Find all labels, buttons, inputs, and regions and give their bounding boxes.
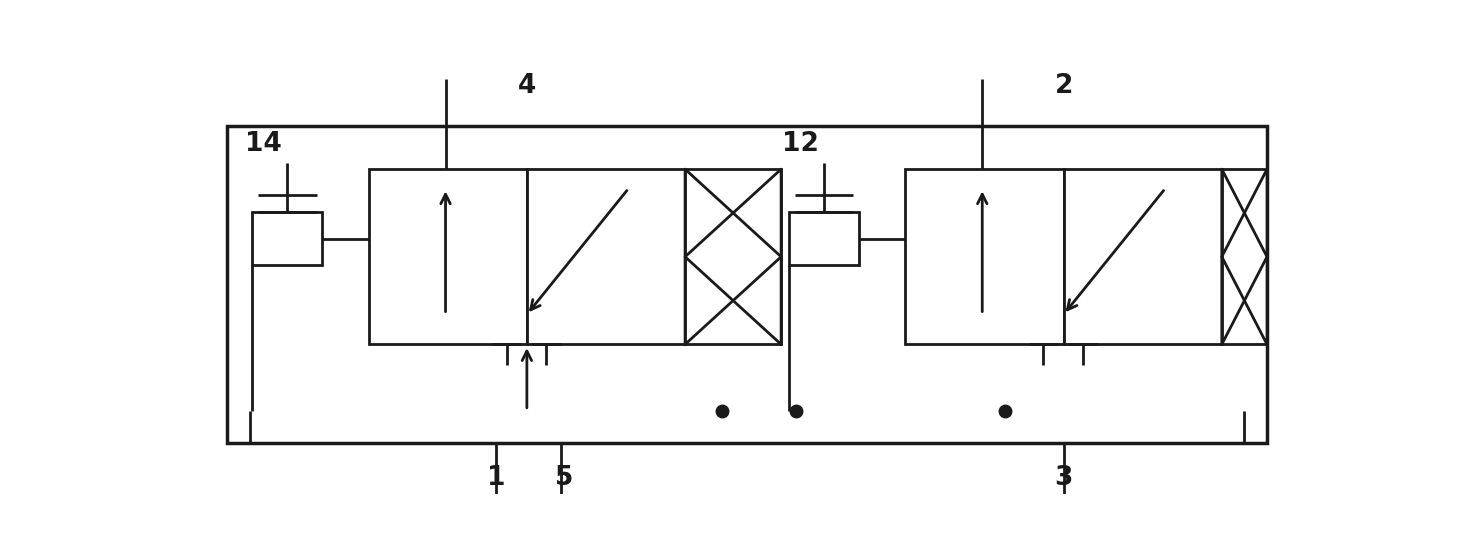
Bar xyxy=(252,212,322,265)
Text: 3: 3 xyxy=(1054,465,1073,491)
Bar xyxy=(369,169,526,344)
Bar xyxy=(905,169,1064,344)
Text: 12: 12 xyxy=(781,130,819,157)
Bar xyxy=(685,169,781,344)
Bar xyxy=(526,169,685,344)
Bar xyxy=(227,127,1267,443)
Text: 2: 2 xyxy=(1054,73,1073,99)
Text: 1: 1 xyxy=(487,465,506,491)
Text: 4: 4 xyxy=(518,73,537,99)
Text: 14: 14 xyxy=(245,130,281,157)
Bar xyxy=(1222,169,1267,344)
Bar xyxy=(1064,169,1222,344)
Bar xyxy=(789,212,859,265)
Text: 5: 5 xyxy=(555,465,573,491)
